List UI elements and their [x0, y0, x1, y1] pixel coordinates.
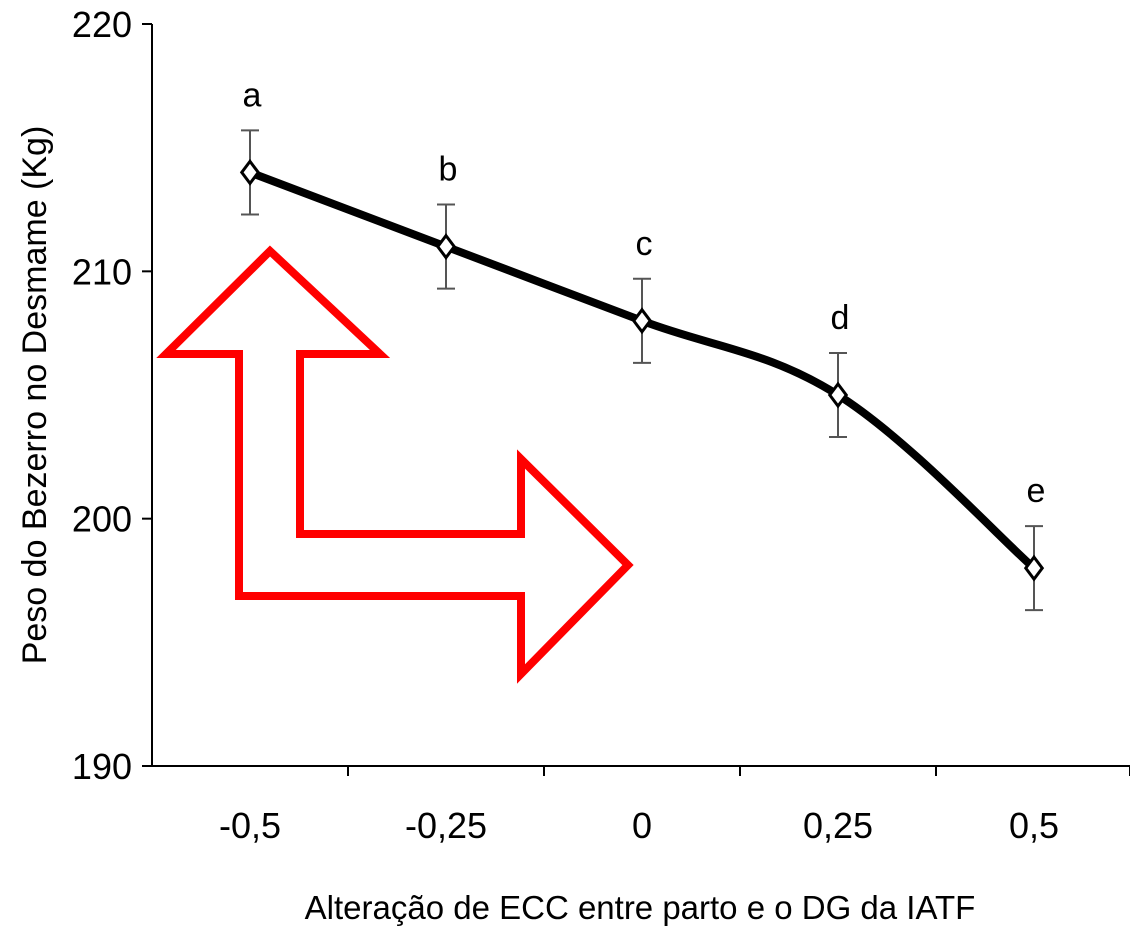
x-tick-label: -0,5	[219, 805, 281, 846]
y-tick-label: 200	[72, 499, 132, 540]
data-point	[631, 307, 653, 335]
y-tick-label: 190	[72, 746, 132, 787]
y-tick-label: 210	[72, 251, 132, 292]
x-tick-label: -0,25	[405, 805, 487, 846]
x-tick-label: 0,25	[803, 805, 873, 846]
y-axis: 190 200 210 220	[72, 4, 153, 787]
data-label: c	[636, 225, 653, 263]
red-outline-double-arrow-icon	[156, 245, 634, 684]
data-point	[435, 233, 457, 261]
data-label: b	[439, 151, 458, 189]
data-point	[239, 158, 261, 186]
data-label: e	[1027, 472, 1046, 510]
data-label: a	[243, 76, 262, 114]
x-tick-label: 0	[632, 805, 652, 846]
data-label: d	[831, 299, 850, 337]
x-axis-title: Alteração de ECC entre parto e o DG da I…	[305, 889, 976, 926]
y-tick-label: 220	[72, 4, 132, 45]
y-axis-title: Peso do Bezerro no Desmame (Kg)	[16, 126, 54, 665]
data-point	[827, 381, 849, 409]
series-0: a b c d e	[239, 76, 1046, 612]
x-tick-label: 0,5	[1009, 805, 1059, 846]
data-point	[1023, 554, 1045, 582]
x-ticks: -0,5 -0,25 0 0,25 0,5	[219, 766, 1130, 846]
y-ticks: 190 200 210 220	[72, 4, 152, 787]
x-axis: -0,5 -0,25 0 0,25 0,5	[152, 765, 1130, 846]
